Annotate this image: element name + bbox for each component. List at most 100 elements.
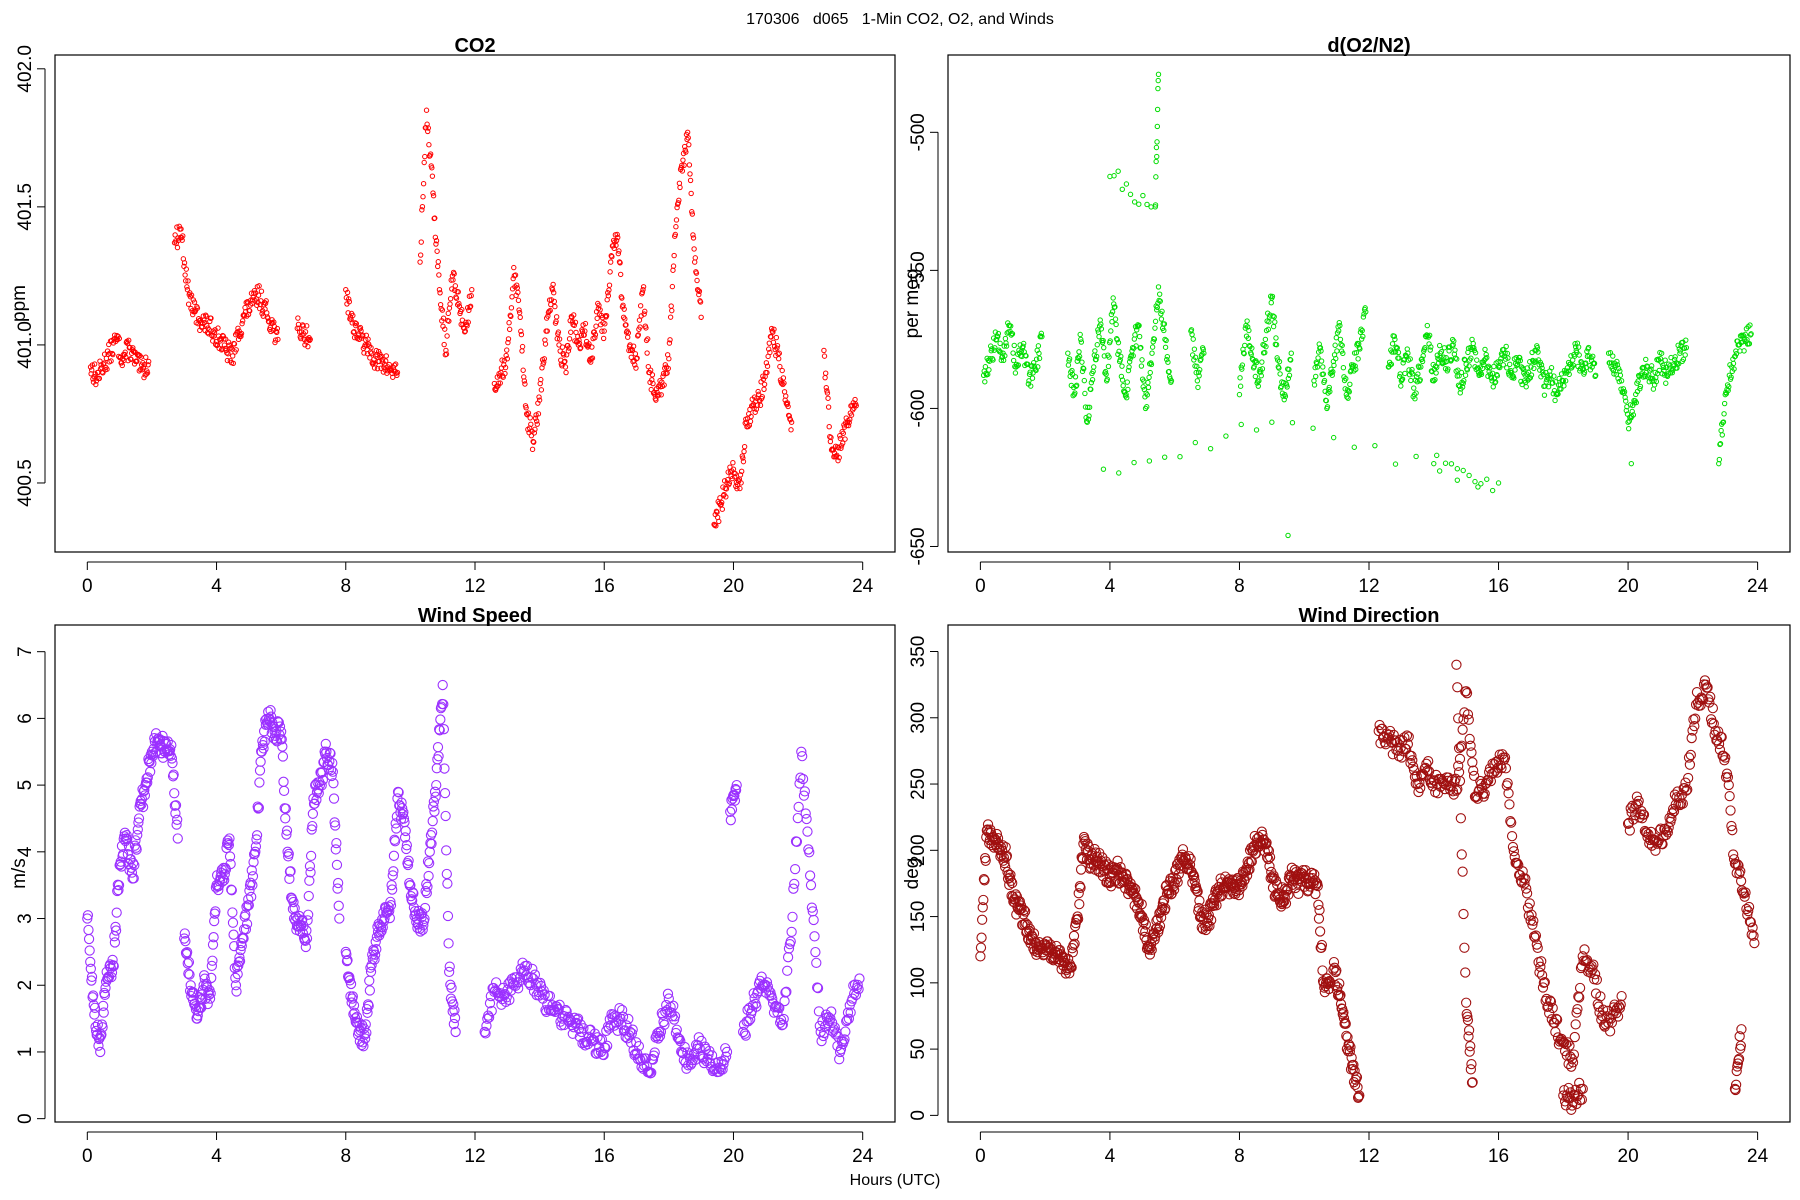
o2-data-point (1531, 359, 1538, 366)
wind-speed-data-point (328, 793, 340, 804)
wind-speed-data-point (200, 993, 211, 1005)
co2-data-point (605, 293, 612, 299)
wind-speed-data-point (739, 1028, 751, 1039)
o2-data-point (1136, 322, 1142, 329)
co2-data-point (698, 314, 704, 321)
wind-speed-data-point (132, 829, 143, 841)
wind-speed-data-point (813, 1006, 825, 1017)
wind-speed-data-point (416, 908, 428, 919)
wind-speed-data-point (167, 758, 178, 769)
wind-direction-data-point (1540, 995, 1551, 1007)
o2-y-tick-label: -550 (908, 251, 929, 289)
co2-data-point (615, 234, 621, 241)
wind-direction-data-point (1075, 882, 1086, 893)
co2-data-point (432, 215, 438, 221)
wind-speed-data-point (98, 1000, 109, 1012)
wind-speed-data-point (391, 823, 402, 834)
co2-data-point (499, 357, 505, 363)
wind-direction-data-point (992, 833, 1004, 844)
co2-data-point (788, 419, 795, 425)
co2-data-point (116, 335, 123, 342)
o2-data-point (1197, 367, 1203, 373)
o2-data-point (1677, 348, 1684, 354)
wind-speed-data-point (375, 927, 386, 938)
co2-data-point (616, 248, 622, 254)
co2-data-point (258, 288, 265, 294)
wind-direction-data-point (1527, 919, 1538, 930)
o2-data-point (1123, 391, 1129, 398)
o2-data-point (1116, 348, 1122, 355)
wind-direction-data-point (1572, 1003, 1583, 1015)
wind-speed-data-point (85, 956, 96, 968)
wind-speed-data-point (274, 721, 286, 732)
wind-speed-data-point (288, 913, 300, 924)
wind-speed-data-point (278, 785, 290, 797)
o2-data-point (1088, 386, 1094, 393)
co2-data-point (453, 295, 460, 301)
wind-direction-data-point (1612, 1002, 1623, 1014)
co2-data-point (847, 416, 853, 423)
co2-data-point (562, 364, 569, 370)
o2-data-point (982, 379, 988, 385)
co2-data-point (829, 446, 835, 452)
co2-data-point (191, 299, 198, 305)
o2-data-point (1616, 378, 1622, 385)
wind-direction-data-point (1334, 978, 1345, 989)
wind-direction-data-point (1042, 936, 1053, 947)
wind-speed-data-point (369, 949, 381, 960)
co2-data-point (433, 241, 439, 247)
wind-speed-data-point (425, 837, 436, 849)
o2-data-point (1454, 466, 1461, 472)
o2-data-point (1078, 339, 1085, 345)
wind-speed-data-point (627, 1024, 638, 1035)
o2-data-point (1065, 350, 1071, 356)
o2-data-point (1246, 327, 1252, 334)
wind-speed-data-point (800, 808, 811, 819)
co2-data-point (128, 356, 134, 363)
wind-direction-data-point (1191, 885, 1203, 897)
o2-data-point (1625, 425, 1632, 432)
o2-data-point (1318, 348, 1324, 354)
wind-speed-data-point (751, 1001, 762, 1012)
wind-speed-data-point (654, 1030, 666, 1042)
wind-direction-data-point (1544, 1008, 1555, 1019)
co2-data-point (181, 260, 188, 266)
o2-data-point (1314, 360, 1320, 367)
o2-data-point (1133, 343, 1139, 349)
o2-data-point (1252, 373, 1259, 380)
wind-speed-data-point (183, 956, 195, 968)
wind-direction-data-point (1461, 688, 1473, 699)
o2-data-point (1114, 337, 1120, 343)
o2-data-point (1618, 378, 1625, 384)
wind-direction-data-point (1502, 777, 1513, 789)
co2-data-point (689, 211, 696, 217)
wind-speed-data-point (363, 1000, 374, 1012)
co2-data-point (141, 361, 148, 368)
wind-direction-data-point (1682, 784, 1693, 795)
wind-direction-data-point (1115, 861, 1126, 873)
o2-x-tick-label: 12 (1358, 576, 1379, 597)
co2-data-point (784, 400, 791, 406)
wind-speed-data-point (528, 986, 540, 997)
wind-direction-data-point (1597, 1004, 1609, 1015)
wind-speed-data-point (341, 948, 352, 960)
co2-data-point (759, 393, 765, 400)
wind-direction-data-point (1460, 967, 1471, 978)
wind-speed-data-point (250, 846, 261, 857)
co2-data-point (605, 290, 611, 296)
o2-data-point (1747, 322, 1753, 328)
co2-data-point (183, 266, 189, 272)
wind-speed-data-point (205, 988, 216, 999)
wind-speed-data-point (332, 877, 344, 889)
wind-direction-data-point (997, 840, 1008, 851)
co2-data-point (512, 272, 519, 278)
o2-data-point (1152, 204, 1158, 210)
co2-data-point (550, 281, 556, 288)
wind-speed-data-point (714, 1062, 726, 1073)
co2-data-point (823, 384, 829, 391)
wind-direction-data-point (1468, 770, 1480, 782)
wind-speed-data-point (725, 815, 736, 826)
o2-data-point (1003, 340, 1009, 346)
